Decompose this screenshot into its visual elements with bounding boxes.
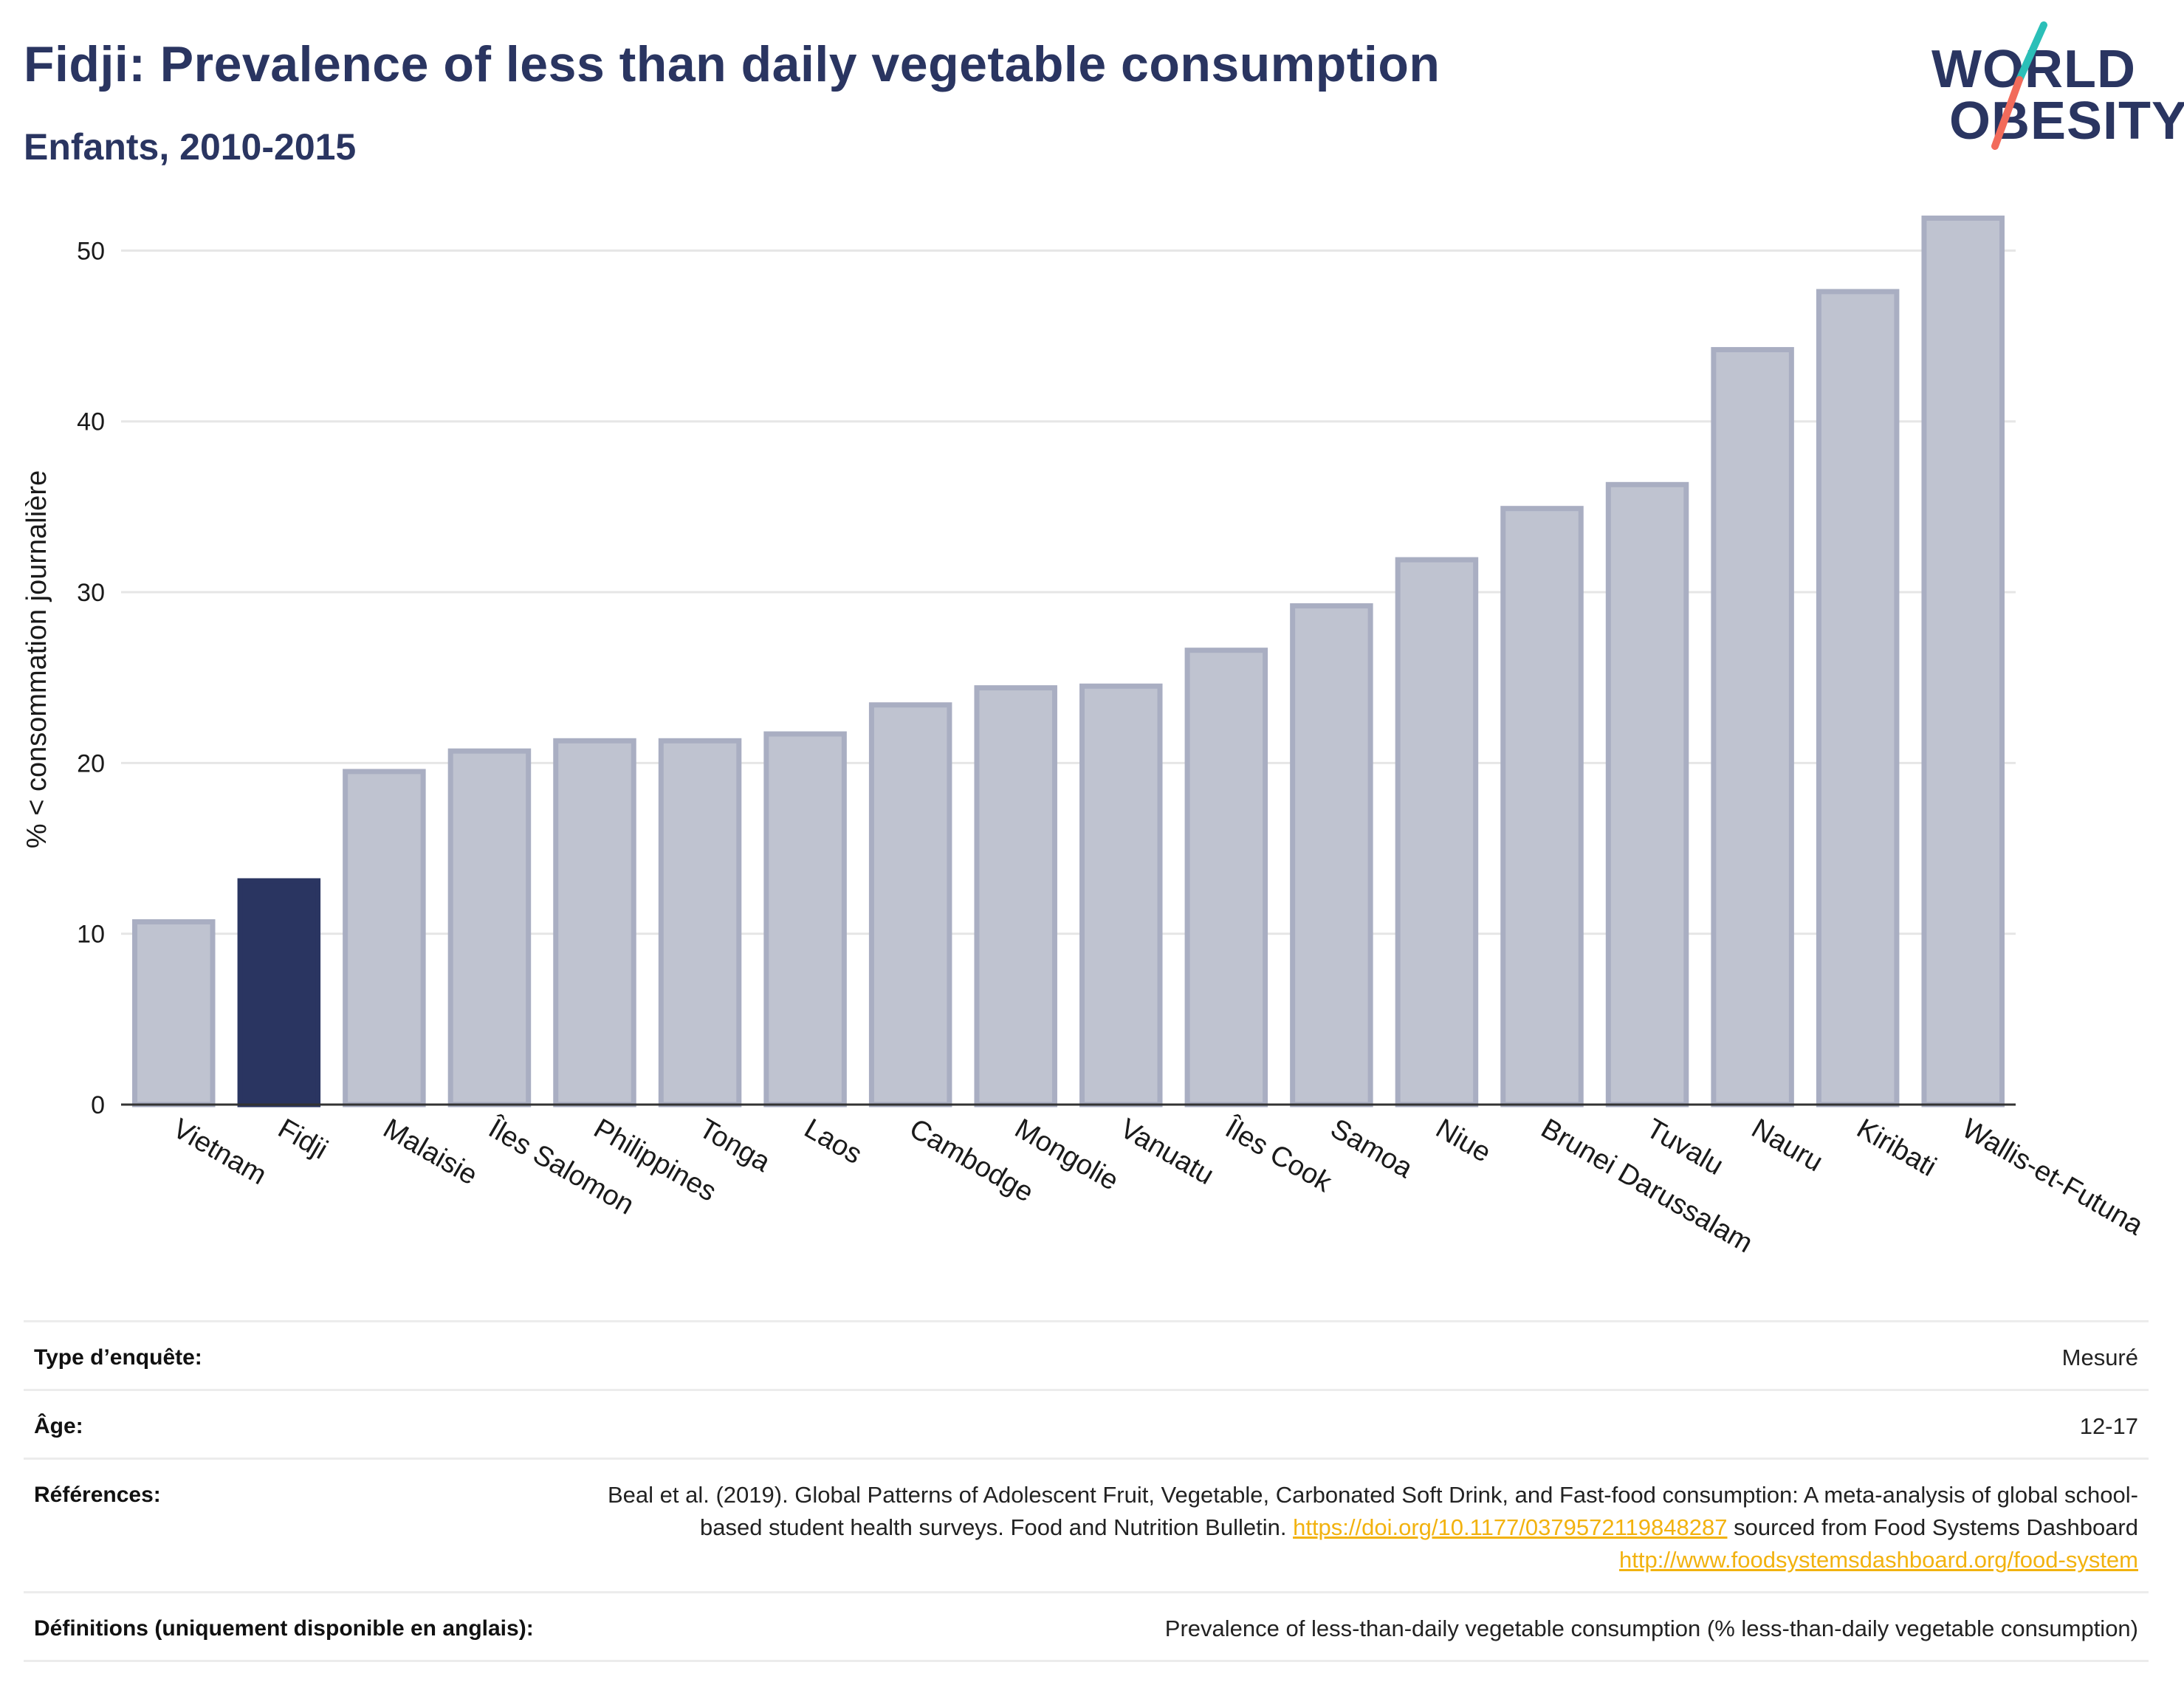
y-tick-label: 10	[77, 921, 105, 949]
x-tick-label: Kiribati	[1852, 1113, 1942, 1182]
x-tick-label: Laos	[799, 1113, 867, 1170]
x-tick-label: Vanuatu	[1115, 1113, 1219, 1191]
reference-text: Beal et al. (2019). Global Patterns of A…	[607, 1482, 2138, 1540]
x-tick-label: Niue	[1430, 1113, 1496, 1168]
info-label-references: Références:	[34, 1483, 161, 1507]
bar-samoa	[1290, 603, 1373, 1108]
bar-chart: 0 10 20 30 40 50 % < consommation journalière V…	[21, 215, 2149, 1259]
bar-niue	[1395, 557, 1479, 1108]
x-tick-label: Malaisie	[378, 1113, 483, 1191]
info-row-survey-type: Type d’enquête: Mesuré	[24, 1320, 2149, 1389]
info-value-definitions: Prevalence of less-than-daily vegetable …	[1164, 1616, 2138, 1641]
chart-title: Fidji: Prevalence of less than daily veg…	[24, 36, 1440, 92]
info-row-references: Références: Beal et al. (2019). Global P…	[24, 1458, 2149, 1591]
y-tick-label: 0	[91, 1091, 105, 1119]
bar-nauru	[1711, 347, 1794, 1108]
bar--les-salomon	[447, 748, 532, 1108]
bar-fidji	[237, 878, 321, 1108]
info-label-definitions: Définitions (uniquement disponible en an…	[34, 1616, 534, 1641]
info-row-definitions: Définitions (uniquement disponible en an…	[24, 1591, 2149, 1662]
world-obesity-logo: WORLD OBESITY	[1927, 21, 2184, 161]
bar-tuvalu	[1605, 481, 1689, 1108]
bar-wallis-et-futuna	[1921, 215, 2005, 1108]
food-systems-link[interactable]: http://www.foodsystemsdashboard.org/food…	[1619, 1547, 2138, 1573]
y-tick-label: 30	[77, 579, 105, 607]
x-tick-label: Tonga	[694, 1113, 776, 1178]
logo-line-2: OBESITY	[1949, 92, 2184, 151]
info-value-age: 12-17	[2079, 1413, 2138, 1439]
info-value-survey-type: Mesuré	[2061, 1345, 2138, 1370]
bar-laos	[763, 731, 847, 1108]
y-tick-label: 20	[77, 749, 105, 777]
y-tick-label: 50	[77, 237, 105, 265]
bar-philippines	[553, 738, 636, 1108]
bar-cambodge	[868, 702, 952, 1108]
bar-brunei-darussalam	[1500, 506, 1584, 1108]
info-label-survey-type: Type d’enquête:	[34, 1345, 202, 1370]
bar-tonga	[658, 738, 742, 1108]
info-value-references: Beal et al. (2019). Global Patterns of A…	[558, 1479, 2138, 1576]
bar--les-cook	[1184, 648, 1268, 1108]
bar-malaisie	[343, 769, 426, 1108]
reference-source-text: sourced from Food Systems Dashboard	[1734, 1514, 2138, 1540]
x-tick-label: Vietnam	[168, 1113, 272, 1191]
y-axis-title: % < consommation journalière	[21, 470, 52, 848]
info-label-age: Âge:	[34, 1414, 83, 1438]
x-tick-label: Wallis-et-Futuna	[1957, 1113, 2149, 1241]
bar-kiribati	[1816, 289, 1900, 1108]
doi-link[interactable]: https://doi.org/10.1177/0379572119848287	[1293, 1514, 1728, 1540]
x-tick-label: Fidji	[272, 1113, 332, 1165]
logo-slash-icon	[1991, 21, 2047, 150]
bar-mongolie	[974, 685, 1057, 1108]
info-table: Type d’enquête: Mesuré Âge: 12-17 Référe…	[24, 1320, 2149, 1662]
x-tick-label: Samoa	[1325, 1113, 1418, 1184]
chart-subtitle: Enfants, 2010-2015	[24, 126, 357, 168]
x-tick-label: Îles Cook	[1219, 1112, 1337, 1198]
x-tick-label: Tuvalu	[1641, 1113, 1729, 1181]
y-tick-label: 40	[77, 408, 105, 436]
x-tick-label: Nauru	[1746, 1113, 1828, 1178]
bar-vietnam	[132, 919, 216, 1108]
bar-vanuatu	[1079, 683, 1163, 1108]
info-row-age: Âge: 12-17	[24, 1389, 2149, 1458]
